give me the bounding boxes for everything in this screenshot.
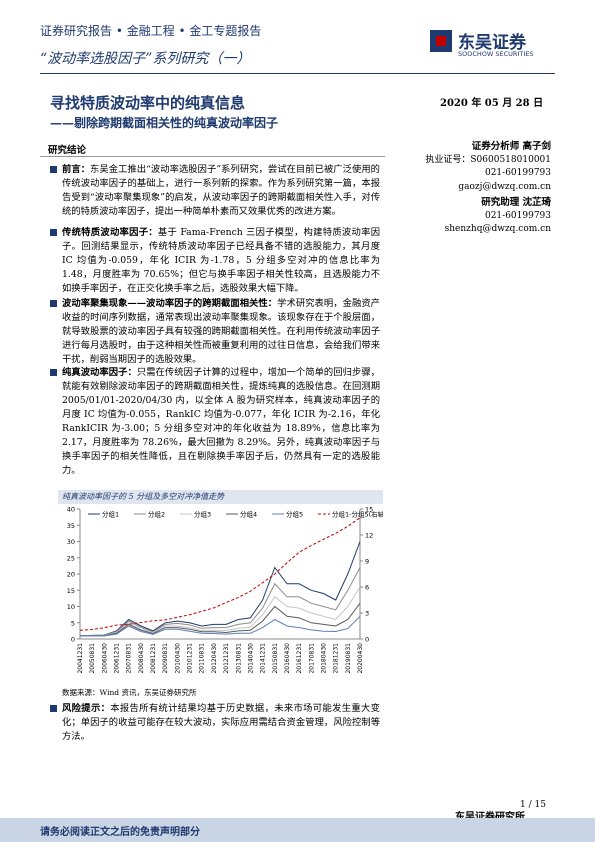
y2-tick-label: 9 (365, 558, 369, 566)
risk: 风险提示：本报告所有统计结果均基于历史数据，未来市场可能发生重大变化；单因子的收… (50, 702, 380, 744)
y-tick-label: 25 (67, 554, 75, 562)
legend-label: 分组2 (148, 510, 165, 519)
legend-label: 分组1-分组5(右轴) (332, 510, 383, 519)
x-tick-label: 20180430 (320, 643, 327, 674)
x-tick-label: 20070831 (126, 643, 133, 674)
x-tick-label: 20080430 (138, 643, 145, 674)
x-tick-label: 20190831 (345, 643, 352, 674)
logo-text: 东吴证券 (458, 33, 526, 53)
bullet: 波动率聚集现象——波动率因子的跨期截面相关性：学术研究表明，金融资产收益的时间序… (50, 297, 380, 367)
bullet: 传统特质波动率因子：基于 Fama-French 三因子模型，构建特质波动率因子… (50, 226, 380, 296)
y2-tick-label: 12 (365, 532, 373, 540)
x-tick-label: 20130831 (235, 643, 242, 674)
x-tick-label: 20101231 (187, 643, 194, 674)
x-tick-label: 20161231 (296, 643, 303, 674)
y-tick-label: 20 (67, 571, 75, 579)
y-tick-label: 35 (67, 522, 75, 530)
sidebar-line: 研究助理 沈芷琦 (481, 197, 551, 208)
sidebar-line: 021-60199793 (484, 210, 551, 221)
section-title: 研究结论 (48, 145, 87, 156)
series-line (79, 615, 361, 637)
y-tick-label: 5 (71, 619, 75, 627)
report-series: “波动率选股因子”系列研究（一） (40, 51, 251, 67)
bullet-lead: 波动率聚集现象——波动率因子的跨期截面相关性： (62, 298, 278, 309)
sidebar-line: shenzhq@dwzq.com.cn (444, 224, 551, 234)
x-tick-label: 20090831 (162, 643, 169, 674)
sidebar-line: gaozj@dwzq.com.cn (458, 181, 551, 192)
report-category: 证券研究报告 • 金融工程 • 金工专题报告 (40, 24, 262, 38)
legend-label: 分组3 (194, 510, 211, 519)
x-tick-label: 20140430 (247, 643, 254, 674)
bullet-lead: 纯真波动率因子： (62, 367, 137, 378)
x-tick-label: 20150831 (272, 643, 279, 674)
header-rule (40, 73, 555, 74)
series-line (80, 586, 361, 637)
y-tick-label: 10 (67, 603, 75, 611)
bullet-lead: 传统特质波动率因子： (62, 227, 158, 238)
logo-icon (430, 30, 452, 52)
bullet-text: 东吴金工推出“波动率选股因子”系列研究，尝试在目前已被广泛使用的传统波动率因子的… (62, 164, 380, 217)
bullet: 前言：东吴金工推出“波动率选股因子”系列研究，尝试在目前已被广泛使用的传统波动率… (50, 163, 380, 219)
series-line (79, 541, 361, 637)
bullet-text: 学术研究表明，金融资产收益的时间序列数据，通常表现出波动率聚集现象。该现象存在于… (62, 298, 380, 365)
y-tick-label: 40 (67, 506, 75, 514)
y2-tick-label: 6 (365, 584, 369, 592)
x-tick-label: 20170831 (308, 643, 315, 674)
x-tick-label: 20100430 (174, 643, 181, 674)
x-tick-label: 20050831 (89, 643, 96, 674)
title: 寻找特质波动率中的纯真信息 (50, 94, 246, 112)
bullet-lead: 前言： (62, 164, 91, 175)
risk-text: 本报告所有统计结果均基于历史数据，未来市场可能发生重大变化；单因子的收益可能存在… (62, 703, 380, 742)
institute: 东吴证券研究所 (455, 808, 525, 823)
series-line (80, 567, 361, 637)
risk-lead: 风险提示： (62, 703, 111, 714)
bullet-text: 基于 Fama-French 三因子模型，构建特质波动率因子。回测结果显示，传统… (62, 227, 380, 294)
y-tick-label: 0 (71, 636, 75, 644)
sidebar-line: 证券分析师 高子剑 (471, 141, 551, 152)
chart-source: 数据来源：Wind 资讯，东吴证券研究所 (62, 688, 197, 697)
page-number: 1 / 15 (520, 800, 546, 810)
series-line (80, 602, 361, 637)
legend-label: 分组1 (102, 510, 119, 519)
chart-title: 纯真波动率因子的 5 分组及多空对冲净值走势 (58, 490, 383, 504)
y2-tick-label: 15 (365, 506, 373, 514)
x-tick-label: 20110831 (199, 643, 206, 674)
subtitle: ——剔除跨期截面相关性的纯真波动率因子 (50, 116, 279, 130)
y-tick-label: 15 (67, 587, 75, 595)
sidebar-line: 执业证号：S0600518010001 (425, 154, 551, 165)
bullet: 纯真波动率因子：只需在传统因子计算的过程中，增加一个简单的回归步骤，就能有效剔除… (50, 366, 380, 478)
section-rule (40, 156, 385, 157)
x-tick-label: 20141231 (260, 643, 267, 674)
y2-tick-label: 0 (365, 636, 369, 644)
x-tick-label: 20041231 (77, 643, 84, 674)
y-tick-label: 30 (67, 538, 75, 546)
x-tick-label: 20181231 (333, 643, 340, 674)
sidebar-line: 021-60199793 (484, 168, 551, 178)
x-tick-label: 20200430 (357, 643, 364, 674)
series-line (79, 517, 361, 631)
footer-bar (0, 818, 595, 842)
legend-label: 分组4 (240, 510, 257, 519)
logo-en: SOOCHOW SECURITIES (458, 50, 534, 58)
chart: 0 5 10 15 20 25 30 35 40 0 3 6 9 12 15 20041231 20050831… (67, 506, 383, 674)
date: 2020 年 05 月 28 日 (440, 98, 544, 109)
footer: 请务必阅读正文之后的免责声明部分 (40, 827, 200, 838)
x-tick-label: 20060430 (101, 643, 108, 674)
x-tick-label: 20120430 (211, 643, 218, 674)
bullet-text: 只需在传统因子计算的过程中，增加一个简单的回归步骤，就能有效剔除波动率因子的跨期… (62, 367, 380, 476)
y2-tick-label: 3 (365, 610, 369, 618)
x-tick-label: 20081231 (150, 643, 157, 674)
legend-label: 分组5 (286, 510, 303, 519)
x-tick-label: 20160430 (284, 643, 291, 674)
x-tick-label: 20061231 (114, 643, 121, 674)
x-tick-label: 20121231 (223, 643, 230, 674)
